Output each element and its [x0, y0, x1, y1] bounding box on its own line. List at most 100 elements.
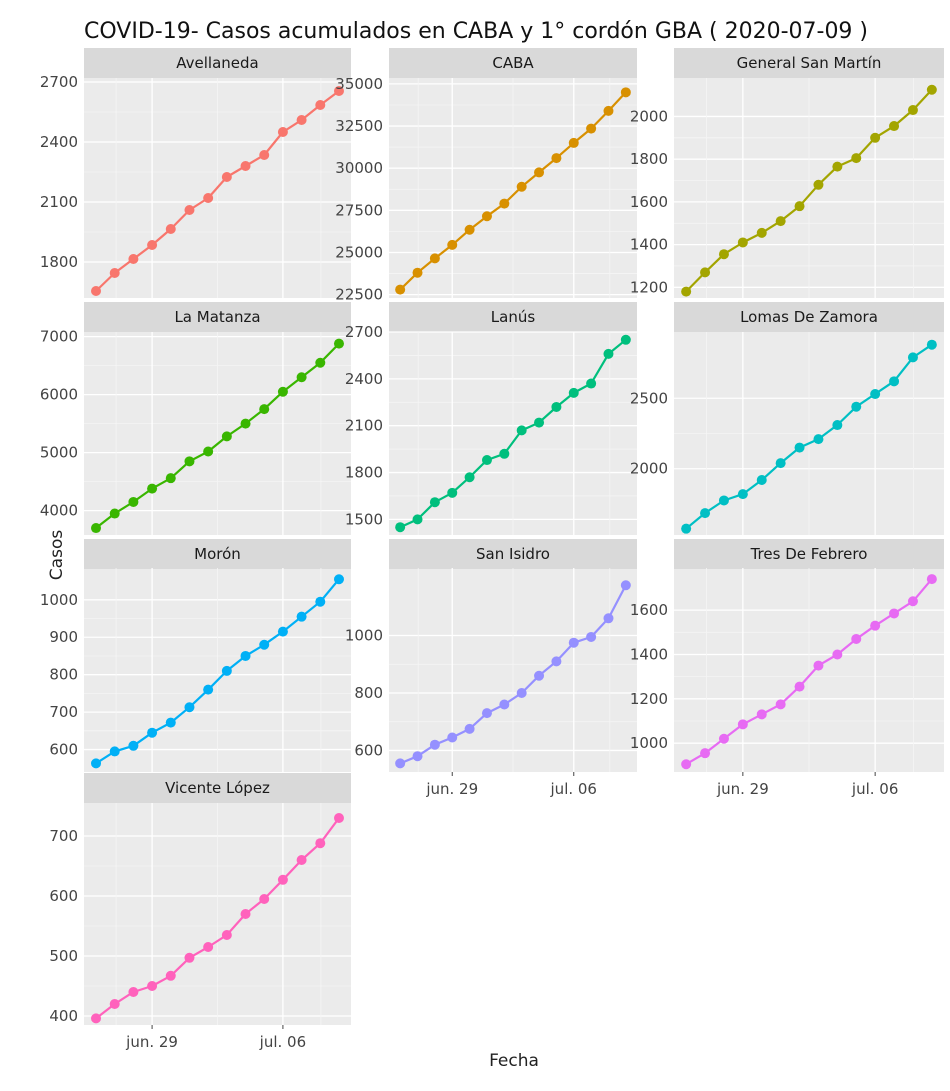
data-point	[534, 670, 545, 681]
data-point	[516, 687, 527, 698]
panel-strip	[674, 302, 944, 332]
y-tick-label: 1000	[345, 627, 383, 645]
data-point	[109, 999, 120, 1009]
data-point	[277, 386, 288, 397]
data-point	[832, 420, 843, 431]
data-point	[109, 508, 120, 519]
panel-strip-label: CABA	[492, 54, 534, 72]
data-point	[412, 751, 423, 762]
panel-strip	[674, 48, 944, 78]
data-point	[534, 417, 545, 428]
y-tick-label: 1000	[630, 734, 668, 752]
data-point	[429, 497, 440, 508]
y-tick-label: 600	[49, 887, 78, 905]
y-tick-label: 35000	[335, 75, 383, 93]
data-point	[681, 286, 692, 297]
data-point	[586, 123, 597, 134]
panel-la-matanza: La Matanza 4000 5000 6000 7000	[40, 302, 351, 535]
data-point	[737, 489, 748, 500]
data-point	[296, 115, 307, 125]
y-tick-label: 1400	[630, 645, 668, 663]
data-point	[184, 456, 195, 467]
data-point	[333, 338, 344, 349]
data-point	[240, 418, 251, 429]
data-point	[568, 387, 579, 398]
y-tick-label: 400	[49, 1007, 78, 1025]
data-point	[315, 357, 326, 368]
data-point	[568, 137, 579, 148]
panel-strip	[389, 539, 637, 569]
data-point	[464, 472, 475, 483]
panel-strip-label: San Isidro	[476, 545, 550, 563]
data-point	[681, 759, 692, 770]
panel-strip-label: Lanús	[491, 308, 536, 326]
panel-strip	[389, 48, 637, 78]
data-point	[128, 987, 139, 997]
data-point	[333, 813, 344, 823]
data-point	[91, 523, 102, 534]
data-point	[568, 637, 579, 648]
data-point	[794, 201, 805, 212]
data-point	[333, 86, 344, 96]
data-point	[315, 596, 326, 607]
data-point	[620, 580, 631, 591]
data-point	[700, 748, 711, 759]
y-tick-label: 6000	[40, 386, 78, 404]
panel-strip	[84, 539, 351, 569]
data-point	[447, 239, 458, 250]
data-point	[551, 656, 562, 667]
data-point	[395, 758, 406, 769]
data-point	[775, 458, 786, 469]
y-tick-label: 1800	[630, 150, 668, 168]
data-point	[756, 709, 767, 720]
data-point	[184, 702, 195, 713]
panel-vicente-lopez: Vicente López 400 500 600 700 jun. 29 jul. 06	[49, 773, 351, 1051]
x-axis-title: Fecha	[489, 1051, 539, 1071]
data-point	[551, 153, 562, 164]
data-point	[851, 153, 862, 164]
data-point	[481, 455, 492, 466]
x-tick-label: jul. 06	[259, 1033, 306, 1051]
panel-strip	[674, 539, 944, 569]
data-point	[737, 719, 748, 730]
data-point	[926, 574, 937, 585]
panel-strip-label: General San Martín	[737, 54, 882, 72]
data-point	[499, 448, 510, 459]
data-point	[813, 434, 824, 445]
panel-strip	[84, 48, 351, 78]
y-tick-label: 2100	[40, 193, 78, 211]
y-tick-label: 600	[354, 741, 383, 759]
data-point	[499, 198, 510, 209]
data-point	[447, 732, 458, 743]
data-point	[794, 681, 805, 692]
data-point	[775, 216, 786, 227]
data-point	[240, 909, 251, 919]
x-tick-label: jun. 29	[125, 1033, 178, 1051]
data-point	[794, 442, 805, 453]
y-tick-label: 2100	[345, 417, 383, 435]
y-tick-label: 700	[49, 827, 78, 845]
y-axis-title: Casos	[47, 530, 67, 581]
y-tick-label: 2400	[40, 133, 78, 151]
y-tick-label: 2700	[40, 73, 78, 91]
data-point	[395, 522, 406, 533]
y-tick-label: 2700	[345, 323, 383, 341]
y-tick-label: 700	[49, 703, 78, 721]
panel-strip	[84, 302, 351, 332]
y-tick-label: 32500	[335, 117, 383, 135]
data-point	[221, 431, 232, 442]
data-point	[813, 179, 824, 190]
data-point	[165, 224, 176, 234]
data-point	[718, 733, 729, 744]
panel-strip	[389, 302, 637, 332]
data-point	[203, 684, 214, 695]
data-point	[277, 874, 288, 885]
y-tick-label: 2000	[630, 460, 668, 478]
data-point	[534, 167, 545, 178]
data-point	[775, 699, 786, 710]
data-point	[128, 254, 139, 264]
data-point	[296, 372, 307, 383]
y-tick-label: 800	[354, 684, 383, 702]
panels-layer: Avellaneda 1800 2100 2400 2700 CABA 22500 25000…	[40, 48, 944, 1051]
